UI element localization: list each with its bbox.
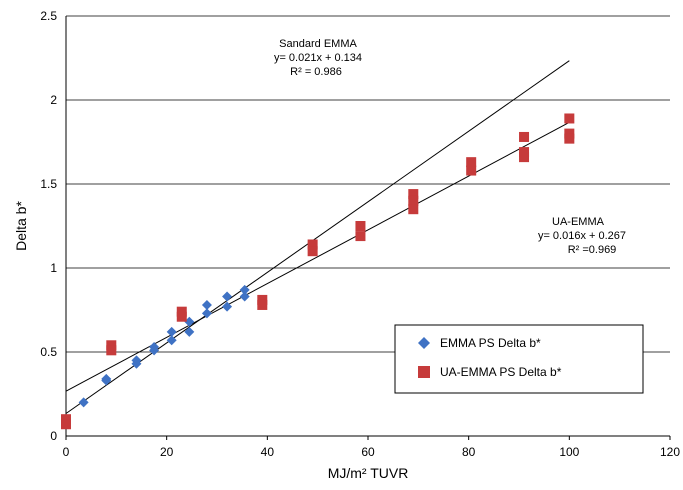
x-tick-label: 40	[261, 445, 275, 459]
point-emma	[184, 326, 195, 337]
x-tick-label: 20	[160, 445, 174, 459]
y-tick-labels: 0 0.5 1 1.5 2 2.5	[40, 9, 57, 443]
point-ua-emma	[519, 131, 530, 142]
annotation-standard-emma: Sandard EMMA y= 0.021x + 0.134 R² = 0.98…	[274, 38, 362, 78]
x-tick-label: 80	[462, 445, 476, 459]
point-ua-emma	[106, 345, 117, 356]
y-tick-label: 0.5	[40, 345, 57, 359]
point-emma	[201, 308, 212, 319]
annotation-standard-title: Sandard EMMA	[279, 38, 357, 50]
point-emma	[222, 301, 233, 312]
point-emma	[166, 335, 177, 346]
point-ua-emma	[408, 204, 419, 215]
point-emma	[201, 299, 212, 310]
point-ua-emma	[257, 299, 268, 310]
point-emma	[239, 284, 250, 295]
x-tick-label: 0	[63, 445, 70, 459]
point-ua-emma	[176, 306, 187, 317]
x-tick-label: 120	[660, 445, 680, 459]
point-ua-emma	[355, 221, 366, 231]
annotation-ua-emma: UA-EMMA y= 0.016x + 0.267 R² =0.969	[538, 216, 626, 256]
trendline-1	[65, 60, 570, 414]
point-emma	[166, 326, 177, 337]
point-ua-emma	[307, 239, 318, 250]
point-ua-emma	[564, 113, 575, 124]
point-ua-emma	[564, 128, 575, 139]
y-tick-label: 2.5	[40, 9, 57, 23]
x-tick-label: 60	[361, 445, 375, 459]
point-ua-emma	[61, 419, 71, 430]
legend-label-ua-emma: UA-EMMA PS Delta b*	[440, 365, 562, 379]
point-ua-emma	[466, 165, 477, 176]
point-ua-emma	[307, 246, 318, 257]
x-axis-title: MJ/m² TUVR	[328, 465, 409, 481]
point-emma	[184, 316, 195, 327]
point-emma	[131, 358, 142, 369]
point-ua-emma	[355, 231, 366, 242]
point-ua-emma	[61, 414, 71, 425]
legend-box	[394, 324, 644, 394]
y-axis-title: Delta b*	[13, 201, 29, 251]
point-ua-emma	[408, 195, 419, 206]
y-tick-label: 1.5	[40, 177, 57, 191]
point-ua-emma	[466, 157, 477, 168]
annotation-ua-title: UA-EMMA	[552, 216, 605, 228]
annotation-ua-equation: y= 0.016x + 0.267	[538, 230, 626, 242]
gridlines	[66, 15, 670, 353]
point-ua-emma	[564, 133, 575, 144]
point-ua-emma	[176, 311, 187, 322]
x-tick-labels: 0 20 40 60 80 100 120	[63, 436, 680, 459]
point-ua-emma	[519, 147, 530, 158]
y-tick-label: 1	[50, 261, 57, 275]
point-ua-emma	[408, 189, 419, 200]
y-tick-label: 0	[50, 429, 57, 443]
legend: EMMA PS Delta b* UA-EMMA PS Delta b*	[394, 324, 644, 394]
annotation-standard-equation: y= 0.021x + 0.134	[274, 52, 362, 64]
legend-marker-emma	[418, 337, 430, 349]
legend-label-emma: EMMA PS Delta b*	[440, 336, 541, 350]
point-emma	[101, 375, 112, 386]
y-tick-label: 2	[50, 93, 57, 107]
point-emma	[78, 397, 89, 408]
annotation-standard-r2: R² = 0.986	[290, 66, 342, 78]
point-emma	[239, 291, 250, 302]
point-emma	[222, 291, 233, 302]
annotation-ua-r2: R² =0.969	[568, 244, 617, 256]
point-ua-emma	[106, 340, 117, 351]
point-ua-emma	[257, 294, 268, 305]
x-tick-label: 100	[559, 445, 579, 459]
data-points	[61, 113, 575, 430]
legend-marker-ua-emma	[418, 366, 430, 378]
point-ua-emma	[519, 152, 530, 163]
point-emma	[149, 345, 160, 356]
